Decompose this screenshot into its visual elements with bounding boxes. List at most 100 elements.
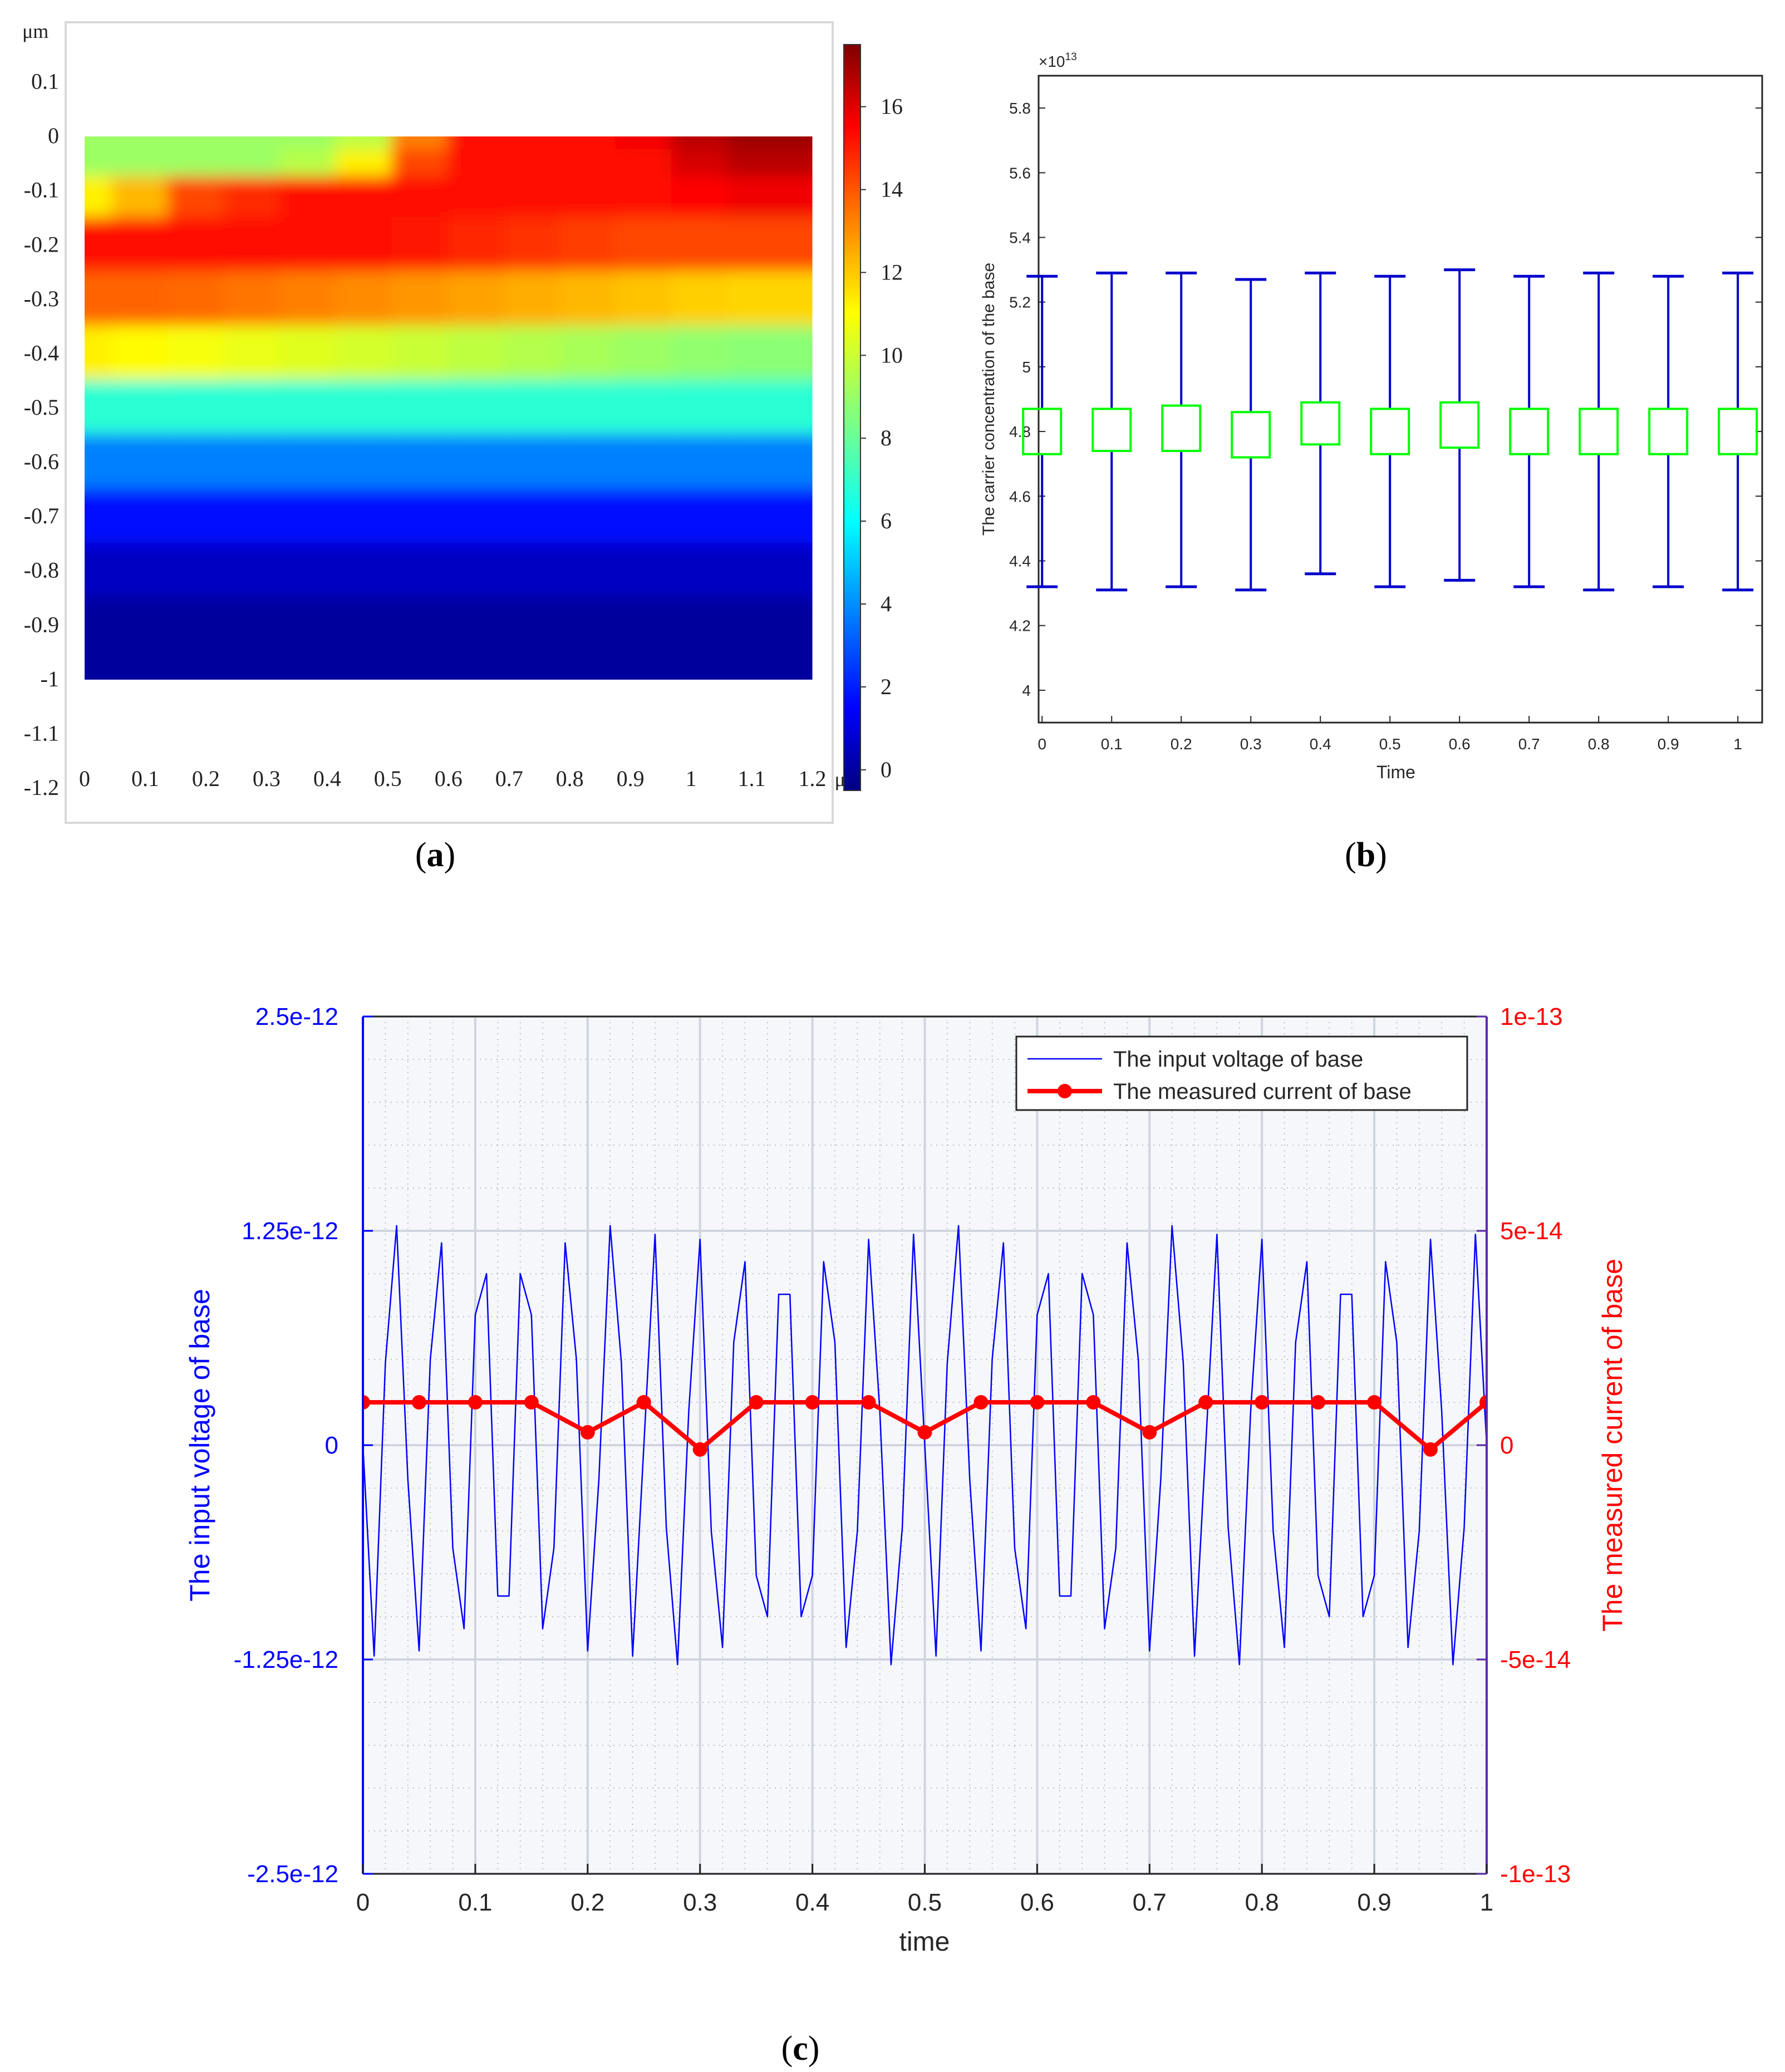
heatmap-x-tick-label: 1.1 [738,766,766,791]
boxplot-box [1718,407,1758,455]
current-data-point [1030,1395,1045,1410]
linechart-left-tick-label: 1.25e-12 [242,1217,338,1245]
heatmap-cell [503,136,562,151]
boxplot-ylabel: The carrier concentration of the base [980,263,998,536]
heatmap-cell [559,149,618,179]
boxplot-y-tick-label: 5.2 [1009,294,1031,311]
linechart-x-tick-label: 0.8 [1245,1889,1279,1916]
heatmap-domain [85,136,813,680]
heatmap-y-tick-label: -0.1 [24,178,59,203]
linechart-x-tick-label: 0.5 [908,1889,942,1916]
current-data-point [692,1442,707,1457]
heatmap-cell [727,651,786,680]
heatmap-cell [111,271,170,328]
heatmap-cell [559,217,618,274]
heatmap-cell [279,542,338,600]
heatmap-cell [85,542,114,600]
legend-voltage-label: The input voltage of base [1113,1047,1363,1072]
heatmap-cell [167,217,226,274]
heatmap-cell [223,651,282,680]
boxplot-y-tick-label: 5.4 [1009,229,1031,247]
heatmap-y-tick-label: -0.9 [24,612,59,637]
current-data-point [1311,1395,1326,1410]
boxplot-box [1091,407,1132,452]
series-input-voltage-line [363,1225,1487,1666]
heatmap-cell [671,380,730,436]
boxplot-y-tick-label: 4.2 [1009,617,1031,635]
heatmap-cell [559,325,618,382]
caption-c: (c) [781,2030,820,2068]
heatmap-cell [279,434,338,491]
heatmap-cell [111,488,170,545]
current-data-point [1479,1395,1487,1410]
heatmap-cell [503,176,562,219]
boxplot-box [1579,407,1619,455]
heatmap-cell [223,271,282,328]
heatmap-cells [85,136,813,680]
boxplot-axes [1037,75,1763,724]
heatmap-cell [783,217,813,274]
heatmap-cell [223,380,282,436]
heatmap-cell [85,217,114,274]
heatmap-y-tick-label: -1.1 [24,720,59,745]
boxplot-x-tick-label: 0.1 [1101,735,1123,753]
colorbar-tick-label: 12 [881,259,903,284]
heatmap-cell [447,325,506,382]
heatmap-cell [727,597,786,654]
heatmap-cell [503,271,562,328]
heatmap-x-tick-label: 1.2 [799,766,827,791]
heatmap-cell [391,271,450,328]
heatmap-y-tick-label: -0.2 [24,232,59,257]
heatmap-cell [335,488,394,545]
heatmap-cell [503,325,562,382]
series-measured-current-markers [363,1395,1487,1457]
boxplot-box [1231,411,1271,459]
current-data-point [973,1395,989,1410]
heatmap-cell [223,488,282,545]
heatmap-cell [671,136,730,151]
boxplot-y-tick-label: 5 [1022,359,1031,376]
heatmap-cell [335,217,394,274]
caption-b: (b) [1345,836,1387,874]
heatmap-cell [391,136,450,151]
linechart-left-tick-label: -1.25e-12 [234,1646,338,1673]
linechart-ticks: 0 0.1 0.2 0.3 0.4 0.5 0.6 0.7 0.8 0.9 1 -2.5e-12 -1.… [234,1003,1571,1916]
heatmap-cell [783,651,813,680]
boxplot-y-tick-label: 4 [1022,682,1031,699]
colorbar-tick-label: 6 [881,508,892,533]
boxplot-x-tick-label: 0.6 [1449,735,1471,753]
heatmap-cell [167,325,226,382]
heatmap-x-tick-label: 0.1 [131,766,159,791]
heatmap-cell [559,380,618,436]
heatmap-cell [727,176,786,219]
linechart-x-tick-label: 0.1 [458,1889,492,1916]
linechart-left-tick-label: 2.5e-12 [255,1003,338,1030]
heatmap-cell [85,176,114,219]
heatmap-cell [503,488,562,545]
heatmap-cell [783,380,813,436]
heatmap-x-tick-label: 0.3 [253,766,281,791]
heatmap-x-tick-label: 0.6 [435,766,463,791]
current-data-point [1423,1442,1438,1457]
current-data-point [917,1425,932,1440]
heatmap-x-ticks: 00.10.20.30.40.50.60.70.80.911.11.2μm [79,766,861,791]
heatmap-cell [279,217,338,274]
legend-current-marker [1058,1084,1072,1098]
linechart-right-tick-label: 0 [1500,1432,1513,1459]
linechart-xlabel: time [899,1927,950,1957]
heatmap-cell [167,597,226,654]
heatmap-cell [335,434,394,491]
current-data-point [1086,1395,1101,1410]
heatmap-cell [615,488,674,545]
heatmap-cell [727,434,786,491]
heatmap-cell [167,488,226,545]
heatmap-cell [503,542,562,600]
heatmap-cell [447,597,506,654]
heatmap-cell [671,149,730,179]
heatmap-cell [671,271,730,328]
boxplot-box [1022,407,1063,455]
current-data-point [805,1395,820,1410]
linechart-x-tick-label: 0.9 [1358,1889,1391,1916]
heatmap-cell [447,176,506,219]
